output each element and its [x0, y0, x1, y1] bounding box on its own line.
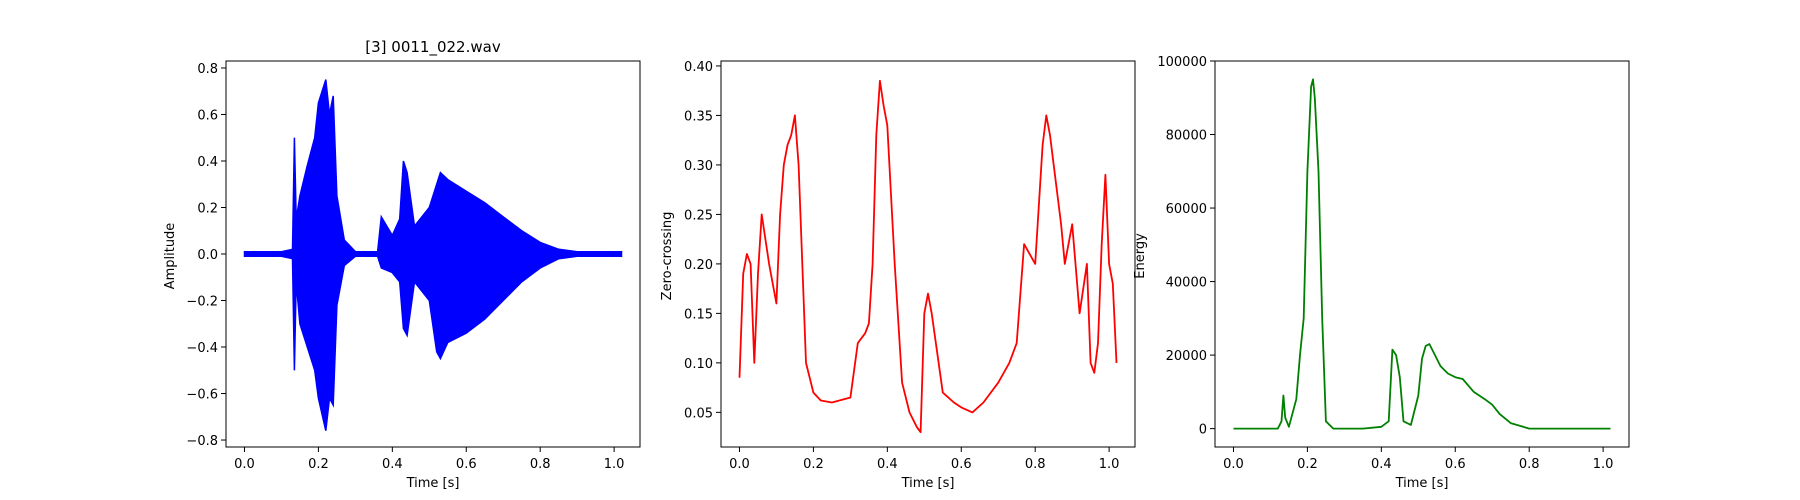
energy-xtick-label: 0.2 — [1297, 457, 1318, 472]
waveform-ytick-label: −0.8 — [186, 434, 218, 449]
waveform-xtick-label: 0.8 — [530, 457, 551, 472]
waveform-signal — [243, 79, 623, 431]
zero-crossing-ytick-label: 0.30 — [684, 159, 713, 174]
zero-crossing-ytick-label: 0.15 — [684, 307, 713, 322]
zero-crossing-ytick-label: 0.05 — [684, 406, 713, 421]
zero-crossing-xtick-label: 0.0 — [729, 457, 750, 472]
zero-crossing-panel: Zero-crossing Time [s] 0.0 0.2 0.4 0.6 0.8 1.… — [660, 60, 1136, 491]
energy-xtick-label: 0.0 — [1223, 457, 1244, 472]
zero-crossing-xtick-label: 0.2 — [803, 457, 824, 472]
energy-ytick-label: 40000 — [1166, 276, 1207, 291]
waveform-xtick-label: 0.6 — [456, 457, 477, 472]
zero-crossing-ytick-label: 0.25 — [684, 208, 713, 223]
energy-ytick-label: 20000 — [1166, 349, 1207, 364]
waveform-ytick-label: 0.2 — [197, 201, 218, 216]
zero-crossing-plot-area — [738, 79, 1118, 434]
energy-ylabel: Energy — [1133, 233, 1148, 279]
zero-crossing-ytick-label: 0.20 — [684, 258, 713, 273]
waveform-title: [3] 0011_022.wav — [365, 38, 501, 57]
waveform-panel: [3] 0011_022.wav Amplitude Time [s] 0.0 0… — [163, 38, 641, 491]
energy-ytick-label: 80000 — [1166, 129, 1207, 144]
energy-xtick-label: 0.6 — [1445, 457, 1466, 472]
waveform-ytick-label: −0.4 — [186, 341, 218, 356]
waveform-xlabel: Time [s] — [406, 476, 460, 491]
waveform-xtick-label: 0.4 — [382, 457, 403, 472]
waveform-ytick-label: −0.2 — [186, 295, 218, 310]
energy-axes-frame — [1214, 60, 1630, 448]
zero-crossing-ytick-label: 0.40 — [684, 60, 713, 75]
zero-crossing-ylabel: Zero-crossing — [660, 212, 675, 301]
energy-plot-area — [1233, 78, 1611, 430]
zero-crossing-axes-frame — [720, 60, 1136, 448]
waveform-ytick-label: 0.6 — [197, 108, 218, 123]
energy-xtick-label: 0.8 — [1519, 457, 1540, 472]
zero-crossing-xtick-label: 1.0 — [1099, 457, 1120, 472]
waveform-ytick-label: 0.4 — [197, 155, 218, 170]
zero-crossing-xlabel: Time [s] — [901, 476, 955, 491]
energy-ytick-label: 100000 — [1157, 55, 1207, 70]
energy-xtick-label: 1.0 — [1593, 457, 1614, 472]
zero-crossing-xtick-label: 0.4 — [877, 457, 898, 472]
energy-ytick-label: 60000 — [1166, 202, 1207, 217]
zero-crossing-xtick-label: 0.6 — [951, 457, 972, 472]
energy-xlabel: Time [s] — [1395, 476, 1449, 491]
waveform-xtick-label: 1.0 — [604, 457, 625, 472]
zero-crossing-series-line — [738, 79, 1118, 434]
waveform-xtick-label: 0.2 — [308, 457, 329, 472]
zero-crossing-ytick-label: 0.10 — [684, 357, 713, 372]
energy-ytick-label: 0 — [1199, 423, 1207, 438]
energy-xtick-label: 0.4 — [1371, 457, 1392, 472]
waveform-ytick-label: 0.0 — [197, 248, 218, 263]
zero-crossing-ytick-label: 0.35 — [684, 109, 713, 124]
waveform-ytick-label: 0.8 — [197, 62, 218, 77]
zero-crossing-xtick-label: 0.8 — [1025, 457, 1046, 472]
waveform-ylabel: Amplitude — [163, 223, 178, 290]
waveform-xtick-label: 0.0 — [234, 457, 255, 472]
waveform-ytick-label: −0.6 — [186, 388, 218, 403]
energy-panel: Energy Time [s] 0.0 0.2 0.4 0.6 0.8 1.0 100000… — [1133, 55, 1630, 491]
waveform-plot-area — [243, 79, 623, 431]
energy-series-line — [1233, 78, 1611, 430]
